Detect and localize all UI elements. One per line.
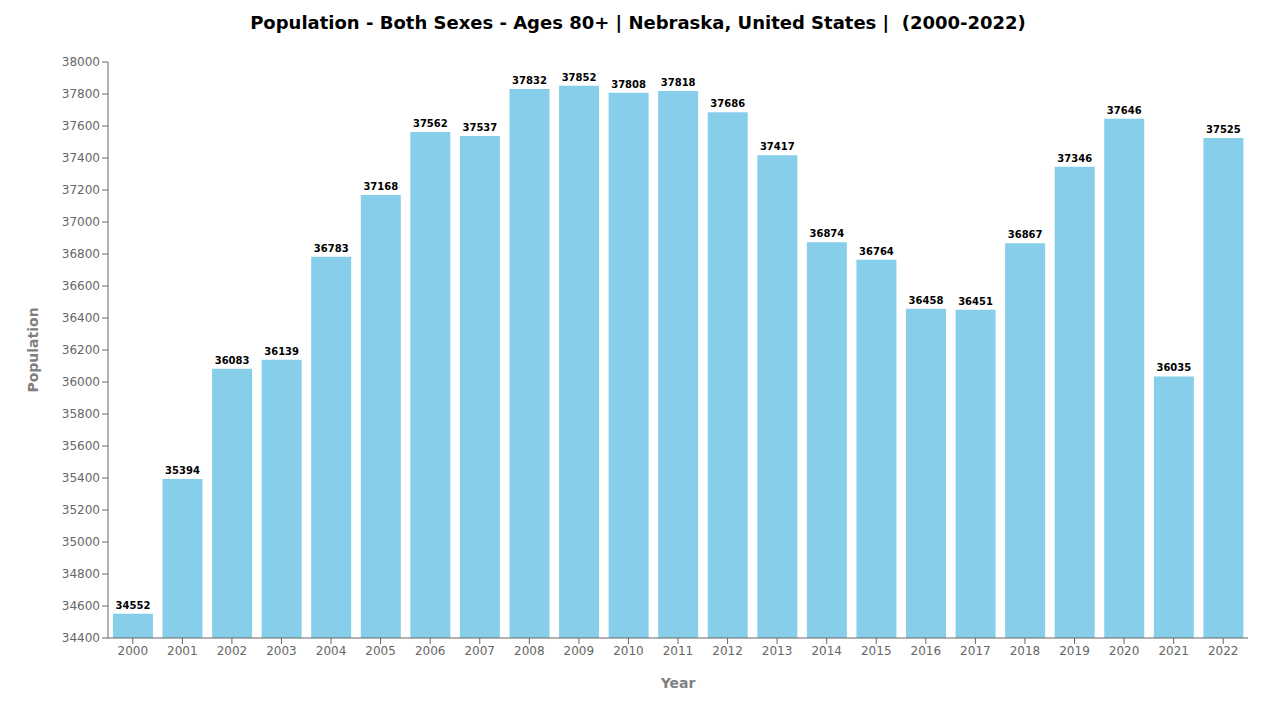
svg-text:36783: 36783 [314, 243, 349, 254]
svg-text:34552: 34552 [116, 600, 151, 611]
svg-text:35000: 35000 [62, 535, 100, 549]
svg-text:38000: 38000 [62, 55, 100, 69]
svg-text:2018: 2018 [1010, 644, 1041, 658]
svg-text:35394: 35394 [165, 465, 200, 476]
svg-text:36874: 36874 [809, 228, 844, 239]
svg-text:Year: Year [660, 675, 696, 691]
svg-text:37417: 37417 [760, 141, 795, 152]
svg-text:35600: 35600 [62, 439, 100, 453]
svg-text:36764: 36764 [859, 246, 894, 257]
svg-text:2007: 2007 [464, 644, 495, 658]
svg-text:37525: 37525 [1206, 124, 1241, 135]
svg-text:34600: 34600 [62, 599, 100, 613]
svg-text:2017: 2017 [960, 644, 991, 658]
svg-text:36400: 36400 [62, 311, 100, 325]
svg-text:2014: 2014 [811, 644, 842, 658]
svg-text:35400: 35400 [62, 471, 100, 485]
svg-text:2013: 2013 [762, 644, 793, 658]
html-text:Population - Both Sexes - Ages: Population - Both Sexes - Ages 80+ | Neb… [250, 12, 1026, 33]
svg-text:37686: 37686 [710, 98, 745, 109]
svg-text:37832: 37832 [512, 75, 547, 86]
svg-text:34800: 34800 [62, 567, 100, 581]
svg-text:37600: 37600 [62, 119, 100, 133]
svg-text:36600: 36600 [62, 279, 100, 293]
svg-text:2005: 2005 [365, 644, 396, 658]
svg-text:2011: 2011 [663, 644, 694, 658]
svg-text:36458: 36458 [909, 295, 944, 306]
svg-text:35800: 35800 [62, 407, 100, 421]
svg-text:2016: 2016 [911, 644, 942, 658]
svg-text:34400: 34400 [62, 631, 100, 645]
svg-text:37346: 37346 [1057, 153, 1092, 164]
svg-text:37562: 37562 [413, 118, 448, 129]
svg-text:37852: 37852 [562, 72, 597, 83]
svg-text:37800: 37800 [62, 87, 100, 101]
svg-text:2008: 2008 [514, 644, 545, 658]
svg-text:37646: 37646 [1107, 105, 1142, 116]
svg-text:2003: 2003 [266, 644, 297, 658]
svg-text:2010: 2010 [613, 644, 644, 658]
svg-text:37537: 37537 [463, 122, 498, 133]
svg-text:36200: 36200 [62, 343, 100, 357]
svg-text:36000: 36000 [62, 375, 100, 389]
svg-text:37168: 37168 [363, 181, 398, 192]
svg-text:2001: 2001 [167, 644, 198, 658]
svg-text:37200: 37200 [62, 183, 100, 197]
svg-text:2021: 2021 [1158, 644, 1189, 658]
svg-text:36800: 36800 [62, 247, 100, 261]
svg-text:Population: Population [25, 307, 41, 392]
svg-text:36867: 36867 [1008, 229, 1043, 240]
svg-text:36139: 36139 [264, 346, 299, 357]
svg-text:2019: 2019 [1059, 644, 1090, 658]
svg-text:37808: 37808 [611, 79, 646, 90]
svg-text:37000: 37000 [62, 215, 100, 229]
svg-text:2004: 2004 [316, 644, 347, 658]
svg-text:35200: 35200 [62, 503, 100, 517]
svg-text:2000: 2000 [118, 644, 149, 658]
svg-text:2006: 2006 [415, 644, 446, 658]
svg-text:37400: 37400 [62, 151, 100, 165]
svg-text:2009: 2009 [564, 644, 595, 658]
svg-text:37818: 37818 [661, 77, 696, 88]
svg-text:2015: 2015 [861, 644, 892, 658]
svg-text:36083: 36083 [215, 355, 250, 366]
svg-text:2012: 2012 [712, 644, 743, 658]
svg-text:36451: 36451 [958, 296, 993, 307]
svg-text:2002: 2002 [217, 644, 248, 658]
svg-text:2022: 2022 [1208, 644, 1239, 658]
svg-text:2020: 2020 [1109, 644, 1140, 658]
svg-text:36035: 36035 [1156, 362, 1191, 373]
